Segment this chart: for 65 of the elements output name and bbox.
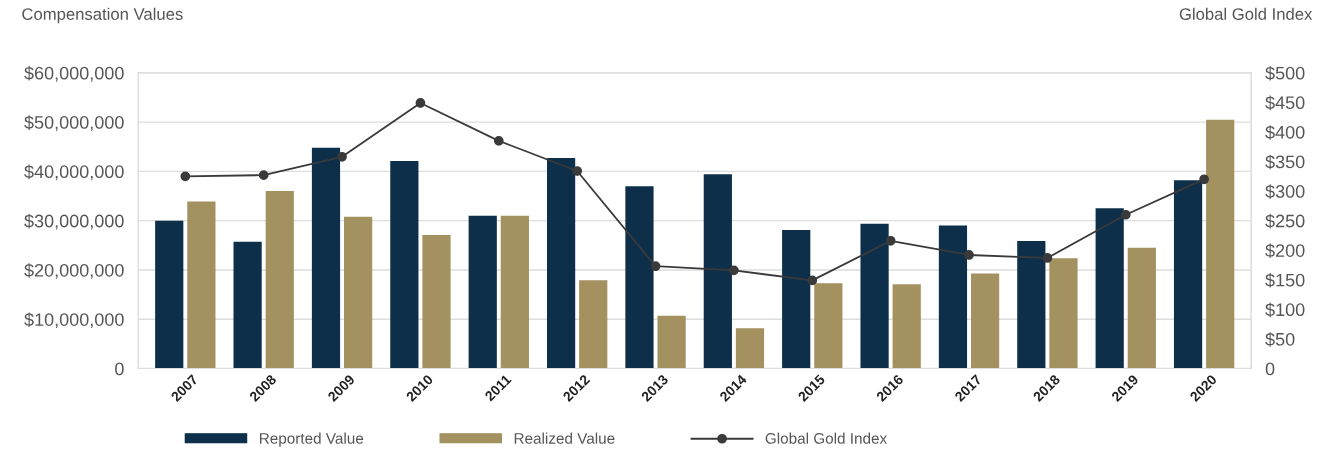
- bar: [390, 161, 419, 369]
- bar: [546, 158, 576, 369]
- y2-tick-label: $100: [1265, 302, 1305, 318]
- y-tick-label: $60,000,000: [24, 65, 124, 82]
- y2-axis-title: Global Gold Index: [1179, 7, 1313, 20]
- y-tick-label: $50,000,000: [24, 115, 124, 131]
- point: [415, 98, 426, 108]
- point: [337, 151, 347, 162]
- bar: [579, 280, 608, 369]
- y2-tick-label: $150: [1265, 273, 1305, 288]
- y-tick-label: $10,000,000: [24, 312, 124, 329]
- bar: [468, 215, 497, 369]
- y-tick-label: $30,000,000: [24, 213, 124, 230]
- bar: [970, 273, 1000, 369]
- bar: [187, 201, 216, 369]
- bar: [625, 186, 654, 369]
- point: [572, 166, 583, 176]
- bar: [1173, 180, 1203, 369]
- point: [180, 171, 191, 182]
- point: [729, 265, 739, 276]
- y2-tick-label: $200: [1265, 243, 1305, 259]
- y2-tick-label: $500: [1265, 65, 1305, 81]
- y2-tick-label: $400: [1265, 125, 1305, 140]
- bar: [265, 191, 294, 369]
- bar: [892, 284, 921, 369]
- bar: [1017, 240, 1046, 369]
- legend-label: Global Gold Index: [765, 432, 887, 444]
- bar: [422, 234, 451, 369]
- y2-tick-label: 0: [1265, 362, 1275, 376]
- y2-tick-label: $250: [1265, 213, 1305, 229]
- bar: [344, 216, 373, 369]
- bar: [814, 283, 843, 369]
- bar: [1049, 258, 1078, 369]
- y2-tick-label: $350: [1265, 154, 1305, 170]
- point: [885, 235, 896, 246]
- y-tick-label: $20,000,000: [24, 263, 124, 279]
- point: [1120, 209, 1131, 220]
- point: [1199, 174, 1209, 185]
- legend-label: Realized Value: [514, 432, 615, 444]
- point: [1042, 253, 1053, 263]
- bar: [1127, 247, 1156, 369]
- bar: [703, 174, 732, 369]
- y-axis-title: Compensation Values: [22, 7, 183, 24]
- bar: [657, 315, 686, 369]
- bar: [1095, 208, 1124, 369]
- point: [258, 170, 269, 180]
- bar: [1206, 119, 1235, 369]
- bar: [311, 147, 341, 369]
- bar: [155, 220, 184, 369]
- y2-tick-label: $300: [1265, 184, 1305, 199]
- point: [807, 275, 818, 286]
- point: [493, 135, 504, 146]
- legend-label: Reported Value: [260, 432, 364, 447]
- y-tick-label: 0: [115, 362, 124, 376]
- y2-tick-label: $50: [1265, 332, 1295, 347]
- bar: [233, 241, 262, 369]
- point: [650, 261, 661, 272]
- bar: [500, 215, 529, 369]
- bar: [735, 328, 765, 369]
- y2-tick-label: $450: [1265, 95, 1305, 111]
- bar: [782, 230, 811, 369]
- bar: [938, 225, 968, 369]
- bar: [860, 223, 889, 369]
- y-tick-label: $40,000,000: [24, 164, 124, 181]
- point: [964, 250, 974, 260]
